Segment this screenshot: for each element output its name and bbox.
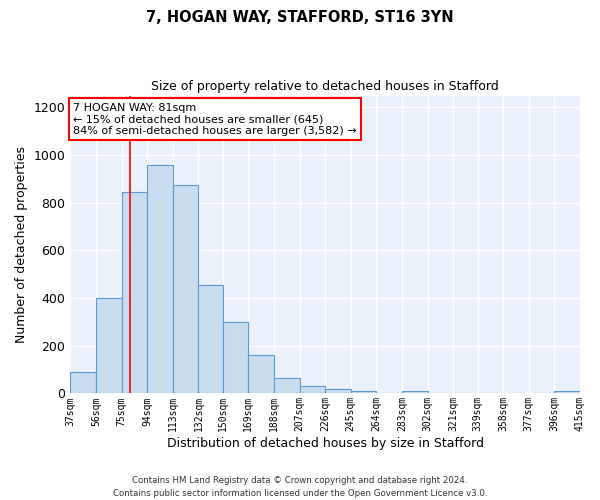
Title: Size of property relative to detached houses in Stafford: Size of property relative to detached ho… — [151, 80, 499, 93]
Text: Contains HM Land Registry data © Crown copyright and database right 2024.
Contai: Contains HM Land Registry data © Crown c… — [113, 476, 487, 498]
Bar — [199, 285, 223, 394]
Bar — [173, 185, 199, 394]
Bar — [299, 386, 325, 394]
Bar — [147, 164, 173, 394]
Bar — [325, 388, 351, 394]
Bar — [223, 322, 248, 394]
Bar — [274, 378, 299, 394]
X-axis label: Distribution of detached houses by size in Stafford: Distribution of detached houses by size … — [167, 437, 484, 450]
Text: 7, HOGAN WAY, STAFFORD, ST16 3YN: 7, HOGAN WAY, STAFFORD, ST16 3YN — [146, 10, 454, 25]
Bar — [248, 356, 274, 394]
Bar — [96, 298, 122, 394]
Bar — [122, 192, 147, 394]
Bar — [70, 372, 96, 394]
Bar — [554, 391, 580, 394]
Bar — [351, 391, 376, 394]
Bar — [402, 391, 428, 394]
Text: 7 HOGAN WAY: 81sqm
← 15% of detached houses are smaller (645)
84% of semi-detach: 7 HOGAN WAY: 81sqm ← 15% of detached hou… — [73, 102, 356, 136]
Y-axis label: Number of detached properties: Number of detached properties — [15, 146, 28, 343]
